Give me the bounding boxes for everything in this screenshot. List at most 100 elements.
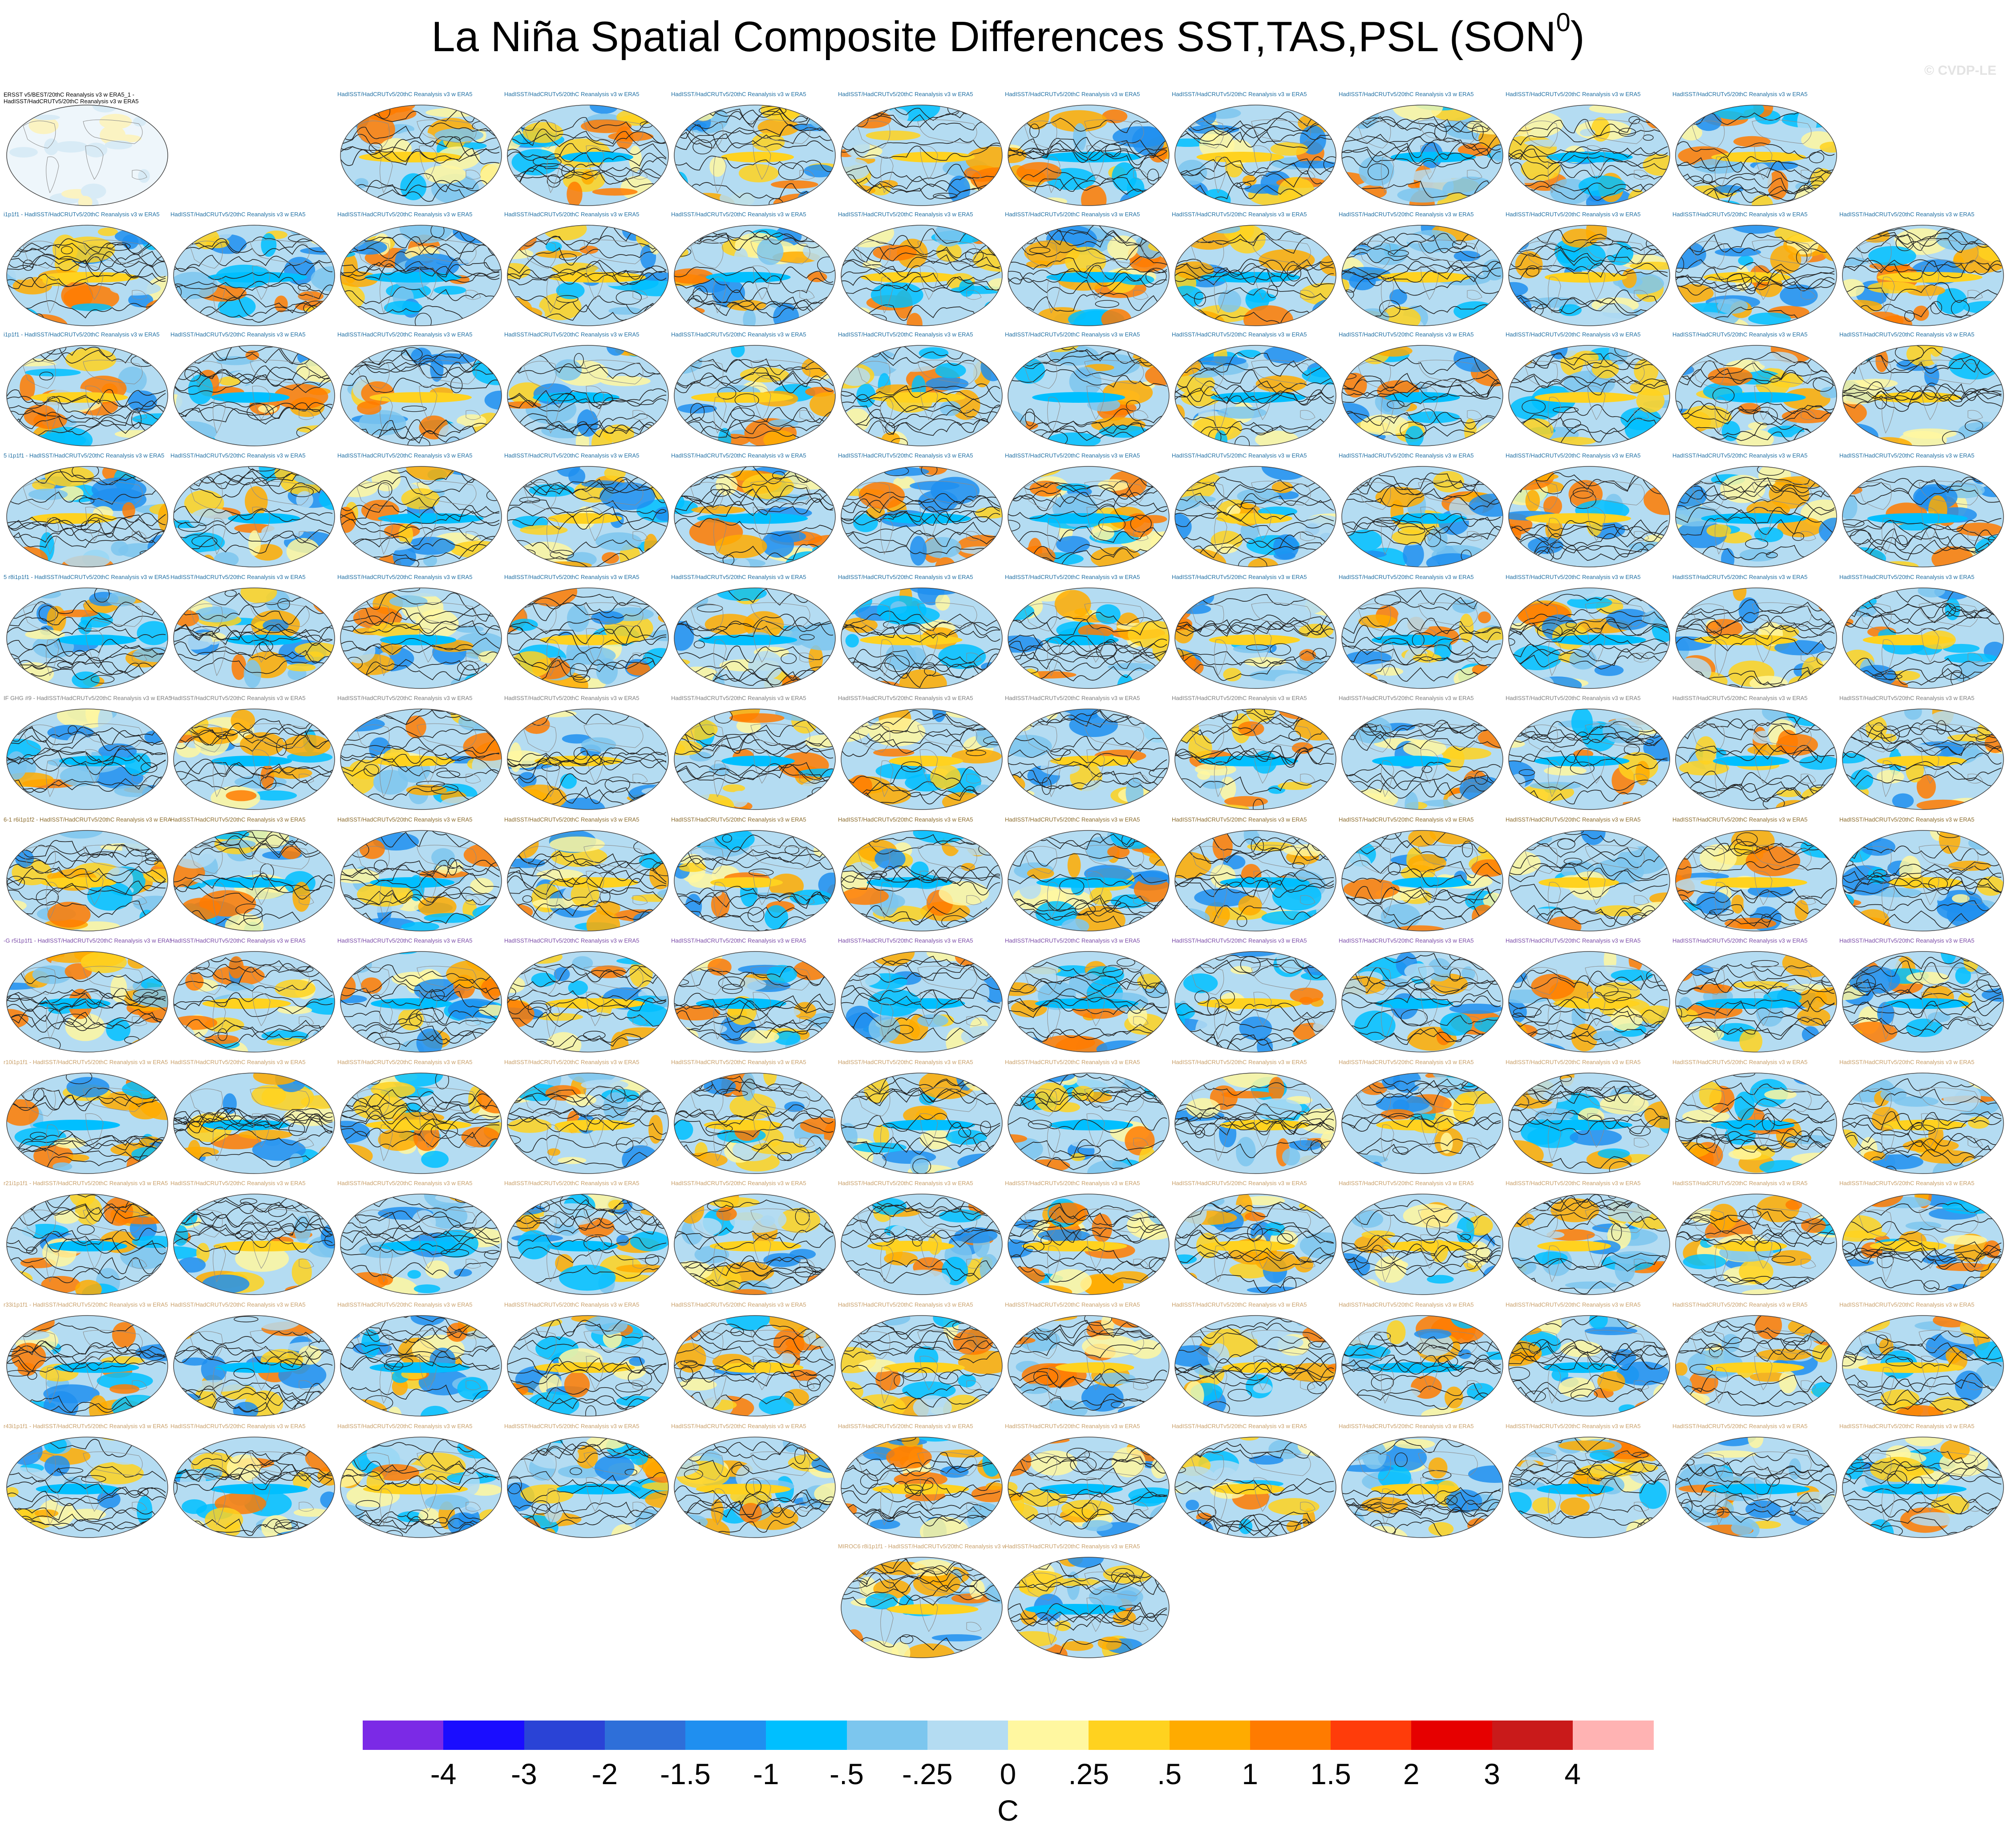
psl-contour	[1342, 393, 1501, 407]
psl-contour-closed	[1628, 116, 1640, 124]
ensemble-member-panel: HadISST/HadCRUTv5/20thC Reanalysis v3 w …	[1005, 332, 1172, 456]
psl-contour	[507, 151, 667, 167]
psl-contour-closed	[1355, 437, 1382, 445]
anomaly-patch	[719, 189, 761, 206]
ensemble-member-panel: HadISST/HadCRUTv5/20thC Reanalysis v3 w …	[504, 211, 672, 336]
anomaly-patch	[639, 345, 668, 361]
psl-contour	[507, 129, 667, 147]
ensemble-member-panel: HadISST/HadCRUTv5/20thC Reanalysis v3 w …	[170, 938, 338, 1062]
psl-contour-closed	[1590, 238, 1613, 246]
robinson-map	[1174, 345, 1336, 446]
anomaly-patch	[1807, 925, 1821, 931]
psl-contour	[174, 524, 333, 543]
psl-contour	[1175, 156, 1334, 176]
continent-outline	[750, 239, 810, 264]
psl-contour	[7, 300, 166, 319]
ensemble-member-panel: HadISST/HadCRUTv5/20thC Reanalysis v3 w …	[1506, 574, 1673, 699]
anomaly-patch	[507, 357, 516, 369]
anomaly-patch	[1770, 245, 1801, 274]
psl-contour	[7, 513, 166, 532]
psl-contour	[674, 182, 834, 199]
panel-label: HadISST/HadCRUTv5/20thC Reanalysis v3 w …	[504, 695, 640, 701]
psl-contour	[1342, 638, 1501, 656]
continent-outline	[23, 121, 56, 149]
anomaly-patch	[849, 110, 891, 129]
psl-contour-closed	[1823, 105, 1837, 117]
ensemble-member-panel: HadISST/HadCRUTv5/20thC Reanalysis v3 w …	[671, 332, 838, 456]
panel-label: HadISST/HadCRUTv5/20thC Reanalysis v3 w …	[504, 938, 640, 944]
continent-outline	[523, 603, 557, 632]
anomaly-patch	[1202, 780, 1226, 789]
robinson-map	[507, 708, 669, 810]
anomaly-patch	[853, 514, 878, 532]
continent-outline	[132, 170, 147, 180]
robinson-map	[674, 830, 836, 931]
continent-outline	[356, 361, 390, 389]
anomaly-patch	[682, 772, 726, 789]
psl-contour	[841, 663, 1000, 680]
anomaly-patch	[1105, 261, 1122, 269]
equatorial-pacific-anomaly	[1711, 152, 1806, 162]
anomaly-patch	[562, 1133, 587, 1152]
psl-contour	[1676, 175, 1835, 194]
ensemble-member-panel: HadISST/HadCRUTv5/20thC Reanalysis v3 w …	[838, 1059, 1005, 1184]
anomaly-patch	[679, 862, 706, 872]
map-border	[841, 466, 1003, 567]
psl-contour	[507, 117, 667, 133]
anomaly-patch	[507, 345, 529, 360]
psl-contour-closed	[1649, 588, 1665, 599]
robinson-map	[1842, 587, 2004, 689]
continent-outline	[1858, 241, 1892, 269]
anomaly-patch	[507, 709, 522, 726]
equatorial-pacific-anomaly	[378, 513, 484, 524]
psl-contour-closed	[1999, 799, 2004, 810]
anomaly-patch	[1453, 251, 1481, 262]
psl-contour-closed	[1643, 134, 1654, 141]
psl-contour	[340, 236, 500, 255]
psl-contour	[1175, 511, 1334, 532]
anomaly-patch	[1886, 288, 1911, 315]
equatorial-pacific-anomaly	[1534, 392, 1637, 403]
continent-outline	[85, 385, 104, 420]
anomaly-patch	[841, 367, 870, 386]
continent-outline	[1715, 276, 1728, 314]
anomaly-patch	[227, 425, 255, 446]
anomaly-patch	[1510, 396, 1561, 421]
psl-contour	[340, 287, 500, 304]
map-border	[340, 466, 502, 567]
anomaly-patch	[520, 525, 568, 535]
anomaly-patch	[1008, 345, 1029, 365]
robinson-map	[340, 105, 502, 206]
robinson-map	[841, 225, 1003, 326]
panel-label: HadISST/HadCRUTv5/20thC Reanalysis v3 w …	[1172, 817, 1307, 823]
psl-contour	[841, 530, 1000, 547]
anomaly-patch	[1178, 604, 1211, 614]
ensemble-member-panel: HadISST/HadCRUTv5/20thC Reanalysis v3 w …	[337, 938, 505, 1062]
map-border	[507, 345, 669, 446]
psl-contour-closed	[1202, 466, 1230, 473]
anomaly-patch	[1961, 320, 1987, 326]
ensemble-member-panel: HadISST/HadCRUTv5/20thC Reanalysis v3 w …	[170, 211, 338, 336]
anomaly-patch	[1315, 225, 1336, 235]
psl-contour	[174, 294, 333, 313]
psl-contour	[7, 657, 166, 677]
anomaly-patch	[1409, 169, 1463, 183]
anomaly-patch	[550, 836, 605, 852]
psl-contour	[1175, 115, 1334, 133]
psl-contour	[340, 607, 500, 626]
ensemble-member-panel: HadISST/HadCRUTv5/20thC Reanalysis v3 w …	[1339, 91, 1506, 216]
continent-outline	[46, 518, 59, 555]
anomaly-patch	[1817, 435, 1831, 446]
anomaly-patch	[543, 225, 587, 241]
anomaly-patch	[1645, 595, 1670, 606]
anomaly-patch	[138, 169, 150, 183]
anomaly-patch	[1593, 1030, 1623, 1044]
ensemble-member-panel: HadISST/HadCRUTv5/20thC Reanalysis v3 w …	[1172, 91, 1339, 216]
anomaly-patch	[1781, 409, 1833, 423]
anomaly-patch	[1229, 225, 1266, 254]
anomaly-patch	[1801, 198, 1829, 206]
psl-contour-closed	[1895, 345, 1924, 361]
anomaly-patch	[1403, 234, 1433, 244]
psl-contour-closed	[1698, 806, 1724, 810]
psl-contour	[1008, 177, 1167, 192]
